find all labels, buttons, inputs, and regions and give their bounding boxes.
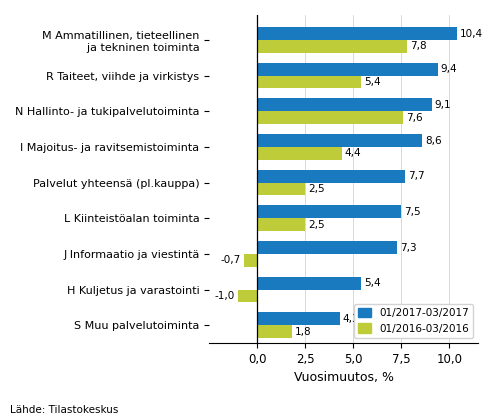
Bar [257,325,292,338]
Bar [257,170,405,183]
Bar [257,63,438,76]
Bar [257,27,457,40]
Text: 5,4: 5,4 [364,278,381,288]
Text: 7,6: 7,6 [406,113,423,123]
Text: 7,7: 7,7 [408,171,424,181]
Legend: 01/2017-03/2017, 01/2016-03/2016: 01/2017-03/2017, 01/2016-03/2016 [354,304,473,338]
Bar [257,183,305,196]
Bar [257,312,340,325]
Bar [238,290,257,302]
Bar [257,134,423,147]
Bar [244,254,257,267]
Text: 9,1: 9,1 [435,100,452,110]
Text: 7,3: 7,3 [400,243,417,253]
Bar [257,218,305,231]
Bar [257,111,403,124]
Text: 10,4: 10,4 [460,29,483,39]
Bar [257,241,397,254]
Text: 1,8: 1,8 [295,327,311,337]
Text: 7,8: 7,8 [410,41,426,52]
Text: 5,4: 5,4 [364,77,381,87]
Text: 8,6: 8,6 [425,136,442,146]
Bar [257,76,361,89]
Text: Lähde: Tilastokeskus: Lähde: Tilastokeskus [10,405,118,415]
Text: 4,4: 4,4 [345,149,361,158]
X-axis label: Vuosimuutos, %: Vuosimuutos, % [294,371,393,384]
Text: 9,4: 9,4 [441,64,457,74]
Text: -0,7: -0,7 [221,255,241,265]
Bar [257,40,407,53]
Bar [257,147,342,160]
Text: 4,3: 4,3 [343,314,359,324]
Text: 7,5: 7,5 [404,207,421,217]
Text: 2,5: 2,5 [308,184,325,194]
Text: -1,0: -1,0 [215,291,235,301]
Bar [257,99,432,111]
Text: 2,5: 2,5 [308,220,325,230]
Bar [257,206,401,218]
Bar [257,277,361,290]
